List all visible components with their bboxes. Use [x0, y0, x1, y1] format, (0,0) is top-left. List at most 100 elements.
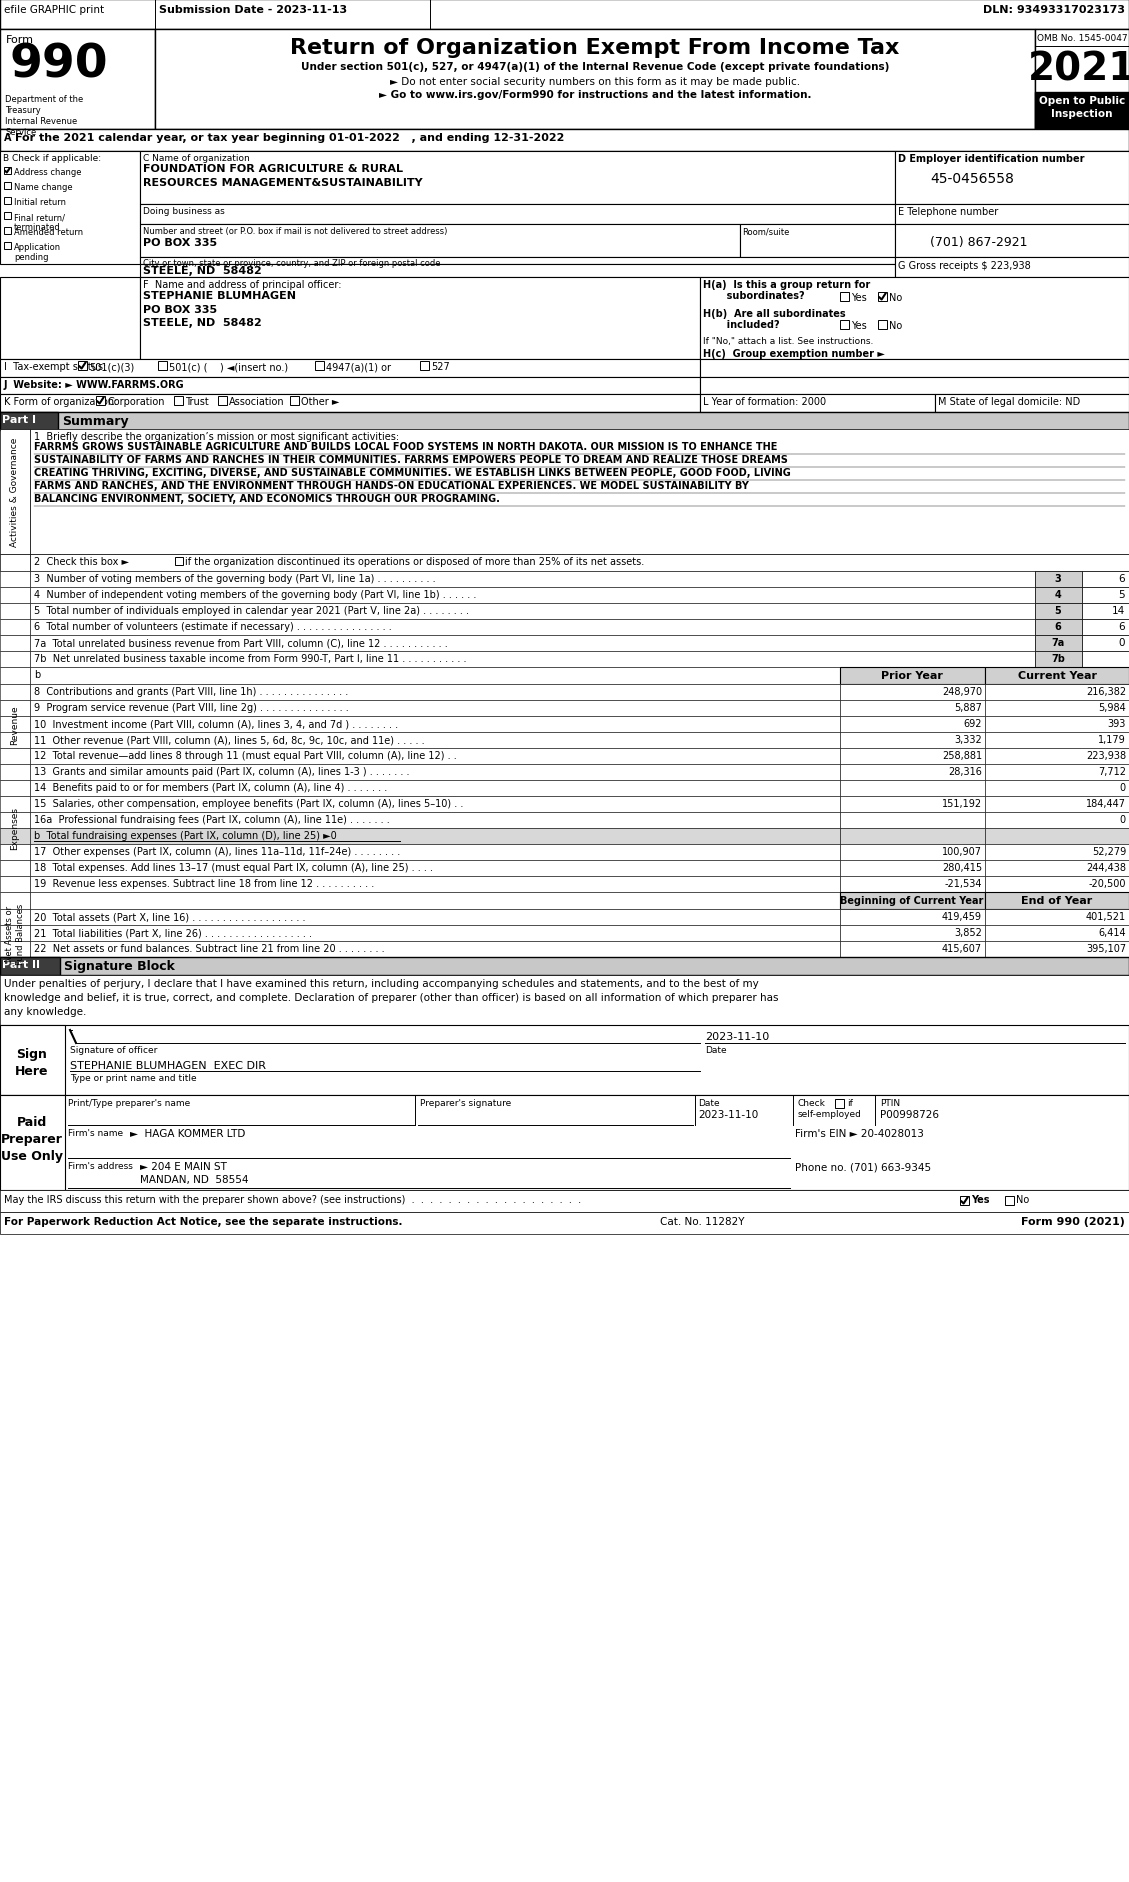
Bar: [984, 877, 1129, 892]
Text: 14  Benefits paid to or for members (Part IX, column (A), line 4) . . . . . . .: 14 Benefits paid to or for members (Part…: [34, 783, 387, 792]
Text: 19  Revenue less expenses. Subtract line 18 from line 12 . . . . . . . . . .: 19 Revenue less expenses. Subtract line …: [34, 879, 374, 888]
Bar: [1035, 636, 1082, 651]
Bar: [0, 587, 30, 604]
Text: if the organization discontinued its operations or disposed of more than 25% of : if the organization discontinued its ope…: [185, 557, 645, 566]
Bar: [0, 909, 30, 926]
Text: Check: Check: [798, 1099, 826, 1107]
Text: STEELE, ND  58482: STEELE, ND 58482: [143, 318, 262, 327]
Bar: [1082, 651, 1129, 668]
Bar: [984, 796, 1129, 813]
Bar: [78, 361, 87, 371]
Text: Phone no. (701) 663-9345: Phone no. (701) 663-9345: [795, 1161, 931, 1171]
Text: STEPHANIE BLUMHAGEN  EXEC DIR: STEPHANIE BLUMHAGEN EXEC DIR: [70, 1060, 266, 1071]
Text: Preparer's signature: Preparer's signature: [420, 1099, 511, 1107]
Bar: [30, 732, 840, 749]
Bar: [840, 700, 984, 717]
Text: 5,984: 5,984: [1099, 702, 1126, 713]
Bar: [30, 572, 1035, 587]
Text: 10  Investment income (Part VIII, column (A), lines 3, 4, and 7d ) . . . . . . .: 10 Investment income (Part VIII, column …: [34, 719, 399, 728]
Text: -20,500: -20,500: [1088, 879, 1126, 888]
Text: Print/Type preparer's name: Print/Type preparer's name: [68, 1099, 191, 1107]
Bar: [0, 1026, 65, 1095]
Bar: [290, 397, 299, 407]
Text: ► Go to www.irs.gov/Form990 for instructions and the latest information.: ► Go to www.irs.gov/Form990 for instruct…: [378, 90, 812, 100]
Text: 244,438: 244,438: [1086, 862, 1126, 873]
Text: Part I: Part I: [2, 414, 36, 425]
Text: 248,970: 248,970: [942, 687, 982, 696]
Bar: [984, 926, 1129, 941]
Bar: [140, 258, 895, 265]
Bar: [700, 359, 1129, 378]
Text: P00998726: P00998726: [879, 1108, 939, 1120]
Bar: [835, 1099, 844, 1108]
Bar: [0, 828, 30, 845]
Bar: [0, 892, 30, 909]
Bar: [0, 1191, 1129, 1212]
Bar: [30, 749, 840, 764]
Text: Open to Public
Inspection: Open to Public Inspection: [1039, 96, 1126, 119]
Bar: [0, 877, 30, 892]
Bar: [30, 668, 840, 685]
Bar: [1035, 619, 1082, 636]
Text: b  Total fundraising expenses (Part IX, column (D), line 25) ►0: b Total fundraising expenses (Part IX, c…: [34, 830, 336, 841]
Text: 216,382: 216,382: [1086, 687, 1126, 696]
Bar: [1035, 651, 1082, 668]
Bar: [840, 749, 984, 764]
Text: Paid
Preparer
Use Only: Paid Preparer Use Only: [1, 1116, 63, 1163]
Text: Association: Association: [229, 397, 285, 407]
Text: 3: 3: [1054, 574, 1061, 583]
Text: Net Assets or
Fund Balances: Net Assets or Fund Balances: [5, 903, 25, 964]
Bar: [140, 265, 895, 279]
Bar: [30, 717, 840, 732]
Text: efile GRAPHIC print: efile GRAPHIC print: [5, 6, 104, 15]
Bar: [30, 877, 840, 892]
Text: 8  Contributions and grants (Part VIII, line 1h) . . . . . . . . . . . . . . .: 8 Contributions and grants (Part VIII, l…: [34, 687, 348, 696]
Bar: [984, 813, 1129, 828]
Bar: [175, 557, 183, 566]
Bar: [140, 152, 895, 205]
Bar: [0, 30, 155, 130]
Text: Other ►: Other ►: [301, 397, 340, 407]
Bar: [700, 378, 1129, 395]
Bar: [0, 796, 30, 813]
Text: 7a  Total unrelated business revenue from Part VIII, column (C), line 12 . . . .: 7a Total unrelated business revenue from…: [34, 638, 448, 647]
Text: 20  Total assets (Part X, line 16) . . . . . . . . . . . . . . . . . . .: 20 Total assets (Part X, line 16) . . . …: [34, 911, 306, 922]
Bar: [140, 205, 895, 224]
Text: 415,607: 415,607: [942, 943, 982, 954]
Text: H(c)  Group exemption number ►: H(c) Group exemption number ►: [703, 348, 885, 359]
Text: 5,887: 5,887: [954, 702, 982, 713]
Bar: [140, 224, 739, 258]
Text: 501(c)(3): 501(c)(3): [89, 361, 134, 373]
Bar: [0, 845, 30, 860]
Bar: [140, 279, 700, 359]
Text: A: A: [5, 134, 11, 143]
Bar: [0, 412, 1129, 431]
Bar: [0, 395, 700, 412]
Text: Revenue: Revenue: [10, 706, 19, 745]
Bar: [0, 555, 30, 572]
Bar: [960, 1197, 969, 1204]
Bar: [30, 764, 840, 781]
Text: Cat. No. 11282Y: Cat. No. 11282Y: [660, 1216, 744, 1227]
Text: CREATING THRIVING, EXCITING, DIVERSE, AND SUSTAINABLE COMMUNITIES. WE ESTABLISH : CREATING THRIVING, EXCITING, DIVERSE, AN…: [34, 469, 790, 478]
Bar: [984, 700, 1129, 717]
Bar: [96, 397, 105, 407]
Text: 6: 6: [1119, 574, 1124, 583]
Text: subordinates?: subordinates?: [703, 292, 805, 301]
Text: Date: Date: [698, 1099, 719, 1107]
Bar: [5, 213, 11, 220]
Bar: [30, 429, 1129, 555]
Text: PTIN: PTIN: [879, 1099, 900, 1107]
Bar: [984, 732, 1129, 749]
Bar: [30, 813, 840, 828]
Text: 11  Other revenue (Part VIII, column (A), lines 5, 6d, 8c, 9c, 10c, and 11e) . .: 11 Other revenue (Part VIII, column (A),…: [34, 734, 425, 745]
Bar: [30, 619, 1035, 636]
Bar: [30, 845, 840, 860]
Bar: [30, 909, 840, 926]
Bar: [1082, 604, 1129, 619]
Text: 9  Program service revenue (Part VIII, line 2g) . . . . . . . . . . . . . . .: 9 Program service revenue (Part VIII, li…: [34, 702, 349, 713]
Text: ► 204 E MAIN ST: ► 204 E MAIN ST: [140, 1161, 227, 1171]
Text: Firm's EIN ► 20-4028013: Firm's EIN ► 20-4028013: [795, 1129, 924, 1139]
Bar: [0, 749, 30, 764]
Text: PO BOX 335: PO BOX 335: [143, 305, 217, 314]
